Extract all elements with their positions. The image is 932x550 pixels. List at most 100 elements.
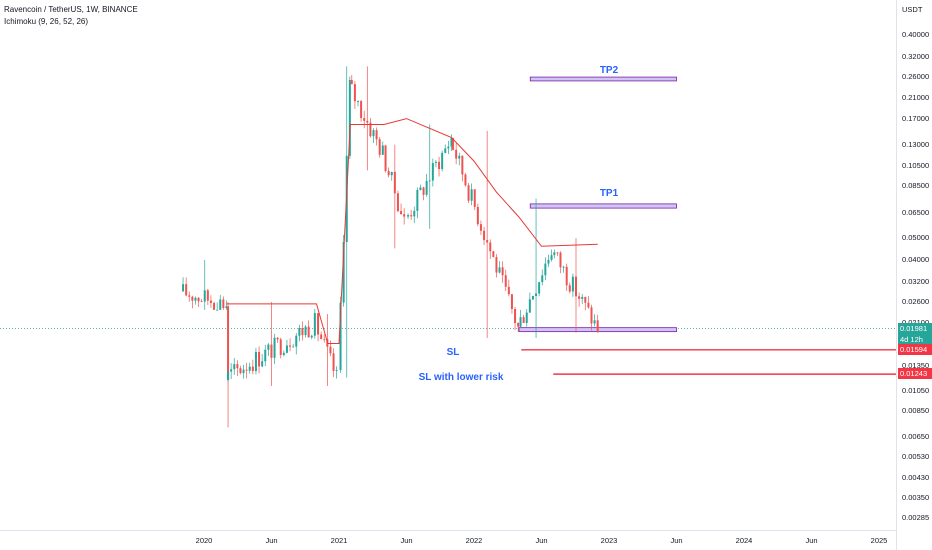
candle-body [236,364,239,369]
candle-body [483,230,486,241]
candle-body [596,320,599,333]
candle-body [403,214,406,217]
candle-body [593,320,596,324]
price-tick: 0.21000 [902,92,930,102]
price-axis[interactable]: USDT 0.40000 0.32000 0.26000 0.21000 0.17000… [896,0,932,550]
price-tick: 0.17000 [902,113,930,123]
candle-body [434,161,437,164]
candle-body [476,206,479,225]
sl-lower-risk-price-label: 0.01243 [898,368,932,380]
candle-body [507,286,510,295]
price-tick: 0.13000 [902,139,930,149]
candle-body [422,187,425,195]
candle-body [279,339,282,355]
candle-body [225,306,228,309]
candle-body [441,152,444,170]
price-tick: 0.08500 [902,181,930,191]
candle-body [301,327,304,336]
candle-body [329,346,332,354]
time-tick: Jun [265,536,278,545]
candle-body [519,317,522,327]
candle-body [550,255,553,260]
price-tick: 0.01350 [902,361,930,371]
time-tick: 2021 [330,536,348,545]
candle-body [375,130,378,140]
candle-body [357,101,359,102]
time-tick: Jun [535,536,548,545]
candle-body [320,334,323,339]
candle-body [342,242,345,303]
candle-body [535,293,538,296]
candle-body [407,215,410,217]
time-tick: 2023 [600,536,618,545]
candle-body [428,180,431,182]
candle-body [369,122,372,137]
candle-body [458,155,461,159]
price-tick: 0.00650 [902,432,930,442]
time-tick: Jun [670,536,683,545]
candle-body [556,252,559,254]
candle-body [495,257,498,273]
candle-body [565,266,568,286]
candle-body [525,312,528,323]
candle-body [203,290,206,302]
candle-body [447,146,450,149]
candle-body [188,295,191,297]
candle-body [381,145,384,155]
candle-body [455,149,458,159]
candle-body [292,346,295,348]
candle-body [335,370,338,371]
candle-body [390,171,393,176]
candle-body [444,148,447,153]
candle-body [489,242,492,252]
sl-label: SL [447,347,460,358]
candle-body [363,118,366,121]
candle-body [258,352,261,367]
candle-body [185,284,188,296]
candle-body [372,130,375,137]
candle-body [473,189,476,207]
candle-body [339,302,342,371]
indicator-legend[interactable]: Ichimoku (9, 26, 52, 26) [4,17,89,26]
candle-body [267,344,270,350]
candle-body [313,313,316,336]
candle-body [317,313,320,335]
candle-body [310,335,313,338]
candle-body [251,366,254,372]
symbol-title[interactable]: Ravencoin / TetherUS, 1W, BINANCE [4,5,138,14]
bar-countdown: 4d 12h [898,333,932,345]
time-axis[interactable]: 2020 Jun 2021 Jun 2022 Jun 2023 Jun 2024 Jun 2025 [0,530,896,550]
price-chart[interactable]: TP2 TP1 SL SL with lower risk [0,0,896,530]
candle-body [547,259,550,264]
candle-body [450,138,453,147]
candle-body [209,300,212,303]
candle-body [559,252,562,268]
tp1-label: TP1 [600,188,619,199]
price-tick: 0.40000 [902,30,930,39]
candle-body [378,139,381,155]
candle-body [276,337,279,340]
last-price-label: 0.01981 [898,322,932,334]
candle-body [270,344,273,358]
tp2-label: TP2 [600,65,619,76]
candle-body [510,294,513,309]
candle-body [464,174,467,186]
candle-body [323,338,326,340]
candle-body [227,371,230,380]
candle-body [332,353,335,371]
target-zone-0[interactable] [529,76,677,82]
candle-body [538,282,541,294]
ichimoku-layer [226,118,598,345]
candle-body [248,366,251,371]
candle-body [571,276,574,292]
time-tick: Jun [805,536,818,545]
candle-body [366,120,369,123]
candle-body [514,308,517,323]
candle-body [273,337,276,358]
chart-area[interactable]: TP2 TP1 SL SL with lower risk Ravencoin … [0,0,896,530]
candle-body [396,193,399,212]
price-tick: 0.00285 [902,513,930,522]
candle-body [264,349,267,362]
target-zone-1[interactable] [529,203,677,209]
candle-body [350,80,353,85]
